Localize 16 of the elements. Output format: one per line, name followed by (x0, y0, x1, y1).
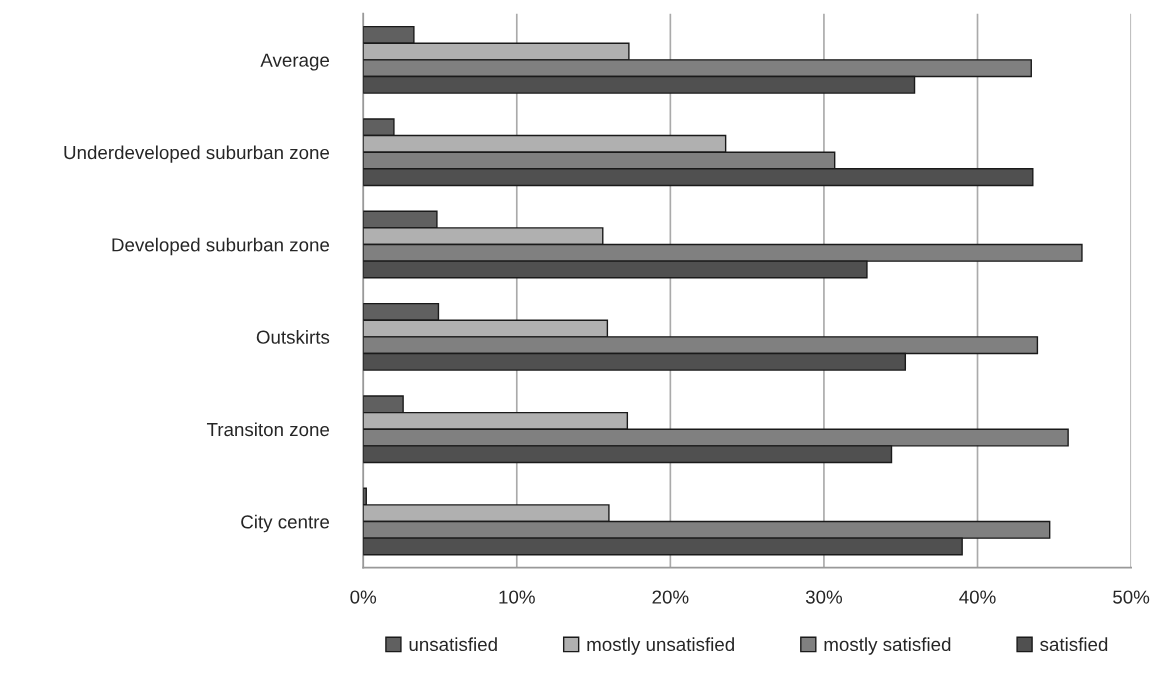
y-tick-label: City centre (241, 514, 330, 533)
y-tick-label: Underdeveloped suburban zone (64, 145, 330, 163)
x-tick-label: 0% (350, 590, 377, 604)
legend-label: unsatisfied (409, 637, 497, 652)
y-tick-label: Average (260, 53, 330, 71)
legend-label: mostly satisfied (824, 637, 951, 655)
x-tick-label: 30% (805, 590, 843, 604)
legend-label: satisfied (1040, 637, 1108, 652)
x-tick-label: 40% (959, 590, 996, 604)
y-tick-label: Outskirts (256, 330, 330, 344)
x-tick-label: 10% (499, 590, 535, 604)
x-tick-label: 50% (1113, 590, 1150, 604)
x-tick-label: 20% (652, 590, 689, 604)
y-tick-label: Developed suburban zone (112, 237, 330, 256)
legend-label: mostly unsatisfied (587, 637, 734, 655)
y-tick-label: Transiton zone (206, 422, 330, 437)
